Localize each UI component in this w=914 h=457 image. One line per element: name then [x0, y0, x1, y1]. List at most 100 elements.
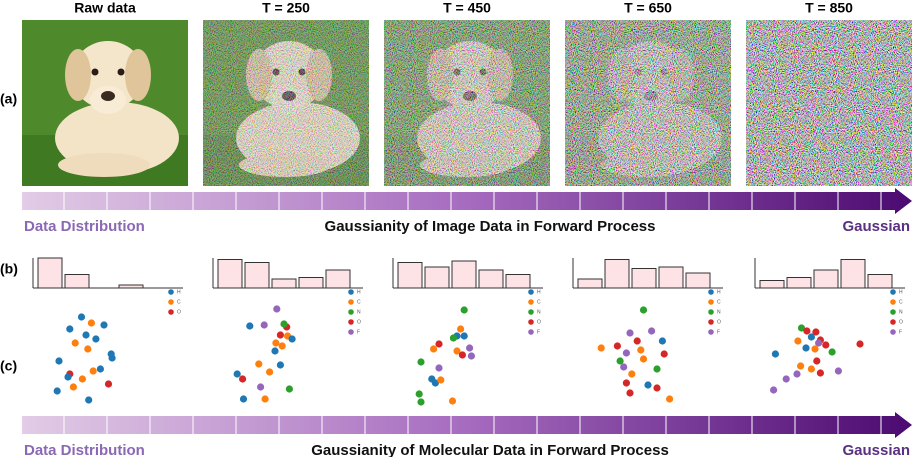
atom — [276, 331, 284, 339]
atom — [637, 346, 645, 354]
atom — [467, 352, 475, 360]
legend-marker — [890, 319, 896, 325]
atom — [626, 329, 634, 337]
noise — [203, 20, 369, 186]
atom — [82, 331, 90, 339]
histogram — [32, 257, 183, 289]
atom — [417, 358, 425, 366]
legend-label: F — [717, 329, 720, 335]
bar — [786, 277, 812, 289]
atom — [96, 365, 104, 373]
column-title: T = 250 — [262, 0, 310, 16]
atom — [104, 380, 113, 388]
atom — [430, 345, 438, 353]
histograms — [32, 257, 905, 289]
atom — [653, 384, 661, 392]
atom — [273, 305, 281, 313]
legend-label: H — [357, 289, 361, 295]
atom — [803, 327, 811, 335]
bar — [118, 284, 144, 289]
legend-marker — [890, 289, 896, 295]
image-row: Raw data T = 250 T = 450 T = 650 T = 850 — [22, 0, 912, 186]
atom — [815, 339, 823, 347]
atom — [828, 348, 836, 356]
arrow: Data Distribution Gaussianity of Molecula… — [22, 412, 912, 457]
legend-label: O — [717, 319, 721, 325]
atom — [460, 306, 468, 314]
bar — [217, 259, 243, 289]
atom — [834, 367, 843, 375]
image — [746, 20, 912, 186]
legend-marker — [348, 289, 354, 295]
noise — [384, 20, 550, 186]
atom — [271, 347, 279, 355]
atom — [628, 370, 636, 378]
atom — [415, 390, 423, 398]
legend-marker — [890, 299, 896, 305]
bar — [505, 274, 531, 289]
legend-marker — [168, 299, 174, 305]
legend-label: N — [717, 309, 721, 315]
atom — [816, 369, 825, 377]
atom — [466, 344, 474, 352]
image — [565, 20, 731, 186]
bar — [271, 278, 297, 289]
histogram — [572, 258, 723, 289]
atom — [285, 385, 293, 393]
atom — [239, 395, 248, 403]
atom — [260, 321, 268, 329]
legend-label: H — [537, 289, 541, 295]
atom — [84, 345, 92, 353]
atom — [812, 328, 820, 336]
atom — [802, 344, 810, 352]
legend-marker — [348, 329, 354, 335]
atom — [658, 337, 667, 345]
atom — [448, 397, 457, 405]
bar — [424, 266, 450, 289]
atom — [435, 364, 443, 372]
bar — [867, 274, 893, 289]
legend-label: F — [537, 329, 540, 335]
atom — [633, 337, 641, 345]
image — [22, 20, 188, 186]
legend-marker — [890, 329, 896, 335]
atom — [261, 395, 269, 403]
atom — [108, 354, 116, 362]
atom — [813, 357, 821, 365]
atom — [626, 389, 634, 397]
atom — [622, 349, 631, 357]
legend-label: O — [177, 309, 181, 315]
arrow-right-label: Gaussian — [842, 218, 910, 235]
noise — [565, 20, 731, 186]
atom — [797, 324, 806, 332]
column-title: Raw data — [74, 0, 136, 16]
legend-marker — [348, 299, 354, 305]
legend-marker — [528, 319, 534, 325]
legend-label: N — [357, 309, 361, 315]
histogram — [392, 258, 543, 289]
atom — [460, 332, 468, 340]
atom — [616, 357, 624, 365]
bar — [64, 274, 90, 289]
legend-marker — [528, 309, 534, 315]
bar — [478, 269, 504, 289]
atom — [782, 375, 790, 383]
atom — [771, 350, 780, 358]
atom — [77, 313, 86, 321]
legend-marker — [708, 319, 714, 325]
column-title: T = 850 — [805, 0, 853, 16]
arrows: Data Distribution Gaussianity of Image Da… — [22, 188, 912, 457]
bar — [604, 259, 630, 289]
atom — [449, 334, 457, 342]
legend-marker — [168, 289, 174, 295]
atom — [453, 347, 461, 355]
bar — [658, 266, 684, 289]
atom — [87, 319, 95, 327]
bar — [813, 269, 839, 289]
legend-label: O — [537, 319, 541, 325]
atom — [620, 363, 628, 371]
legend-marker — [348, 319, 354, 325]
atom — [807, 333, 816, 341]
